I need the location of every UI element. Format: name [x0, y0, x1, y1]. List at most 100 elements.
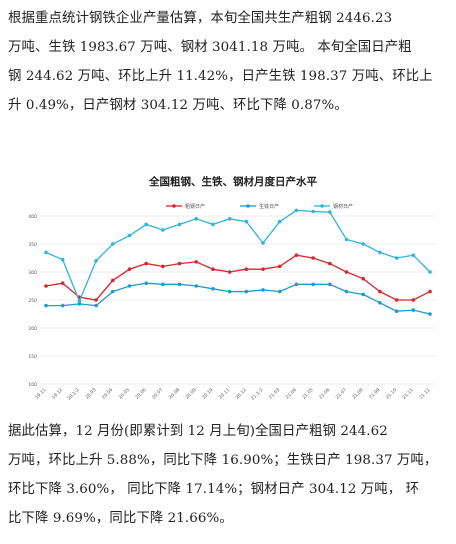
data-point	[177, 222, 182, 227]
legend-label: 粗钢日产	[185, 203, 205, 210]
data-point	[177, 282, 182, 287]
series-line	[46, 282, 431, 315]
data-point	[227, 270, 232, 274]
data-point	[344, 237, 349, 242]
data-point	[244, 219, 249, 224]
data-point	[428, 312, 432, 316]
data-point	[161, 264, 165, 269]
x-tick-label: 20.1-2	[66, 387, 81, 402]
data-point	[244, 289, 249, 294]
data-point	[277, 264, 282, 269]
data-point	[294, 253, 299, 257]
data-point	[60, 257, 65, 262]
data-point	[344, 289, 349, 294]
chart-title: 全国粗钢、生铁、钢材月度日产水平	[149, 176, 317, 188]
data-point	[378, 250, 382, 255]
y-tick-label: 150	[28, 354, 37, 360]
data-point	[161, 282, 165, 287]
data-point	[378, 301, 382, 305]
data-point	[361, 276, 366, 281]
chart: 全国粗钢、生铁、钢材月度日产水平 100 150 200 250 300 350 400 19…	[18, 168, 448, 408]
data-point	[211, 287, 215, 291]
data-point	[77, 299, 82, 303]
data-point	[261, 288, 265, 292]
x-tick-label: 20.11	[218, 387, 231, 400]
data-point	[60, 303, 65, 308]
text-line: 钢 244.62 万吨、环比上升 11.42%，日产生铁 198.37 万吨、环…	[8, 69, 433, 84]
data-point	[394, 298, 399, 302]
x-tick-label: 20.10	[201, 387, 214, 400]
data-point	[144, 222, 148, 227]
y-tick-label: 400	[28, 214, 37, 220]
data-point	[328, 261, 332, 266]
legend-marker	[320, 204, 324, 208]
data-point	[344, 270, 349, 274]
x-tick-label: 21.04	[284, 387, 297, 400]
data-point	[294, 282, 299, 287]
data-point	[127, 284, 132, 288]
x-tick-label: 20.08	[168, 387, 181, 400]
data-point	[328, 282, 332, 287]
x-tick-label: 21.08	[351, 387, 364, 400]
x-tick-label: 21.1-2	[250, 387, 265, 402]
data-point	[94, 259, 98, 263]
text-line: 升 0.49%，日产钢材 304.12 万吨、环比下降 0.87%。	[8, 98, 348, 113]
data-point	[311, 256, 315, 260]
series-line	[45, 254, 431, 301]
data-point	[144, 281, 148, 285]
data-point	[328, 210, 332, 214]
intro-paragraph: 根据重点统计钢铁企业产量估算，本旬全国共生产粗钢 2446.23 万吨、生铁 1…	[8, 4, 450, 120]
x-tick-label: 19.11	[34, 387, 47, 400]
text-line: 比下降 9.69%，同比下降 21.66%。	[8, 511, 233, 526]
x-tick-label: 21.06	[318, 387, 331, 400]
data-point	[94, 303, 98, 308]
data-point	[127, 267, 132, 271]
data-point	[277, 219, 282, 224]
data-point	[261, 267, 265, 271]
legend-label: 钢材日产	[333, 203, 353, 210]
x-tick-label: 20.07	[151, 387, 164, 400]
series-line	[45, 209, 431, 303]
data-point	[294, 208, 299, 213]
data-point	[411, 298, 416, 302]
summary-paragraph: 据此估算，12 月份(即累计到 12 月上旬)全国日产粗钢 244.62 万吨，…	[8, 417, 450, 533]
data-point	[428, 270, 432, 274]
text-line: 环比下降 3.60%， 同比下降 17.14%；钢材日产 304.12 万吨， …	[8, 482, 420, 497]
text-line: 根据重点统计钢铁企业产量估算，本旬全国共生产粗钢 2446.23	[8, 11, 393, 26]
data-point	[244, 267, 249, 271]
data-point	[261, 241, 265, 245]
x-tick-label: 20.06	[134, 387, 147, 400]
x-tick-label: 21.12	[418, 387, 431, 400]
y-tick-label: 100	[28, 382, 37, 388]
data-point	[428, 289, 432, 294]
data-point	[194, 284, 199, 288]
data-point	[94, 298, 98, 302]
data-point	[361, 242, 366, 246]
y-tick-label: 250	[28, 298, 37, 304]
data-point	[110, 242, 115, 246]
data-point	[110, 289, 115, 294]
data-point	[378, 289, 382, 294]
data-point	[60, 281, 65, 285]
data-point	[227, 217, 232, 221]
data-point	[127, 233, 132, 238]
data-point	[227, 289, 232, 294]
x-tick-label: 20.04	[101, 387, 114, 400]
legend-marker	[172, 204, 176, 208]
data-point	[144, 261, 148, 266]
data-point	[194, 217, 199, 221]
data-point	[161, 228, 165, 232]
data-point	[211, 222, 215, 227]
data-point	[177, 261, 182, 266]
y-tick-label: 300	[28, 270, 37, 276]
data-point	[361, 292, 366, 297]
x-tick-label: 21.10	[385, 387, 398, 400]
data-point	[44, 284, 48, 288]
data-point	[77, 302, 82, 306]
data-point	[194, 260, 199, 264]
data-point	[411, 308, 416, 312]
x-tick-label: 20.05	[118, 387, 131, 400]
x-tick-label: 20.03	[84, 387, 97, 400]
y-tick-label: 200	[28, 326, 37, 332]
x-tick-label: 19.12	[51, 387, 64, 400]
